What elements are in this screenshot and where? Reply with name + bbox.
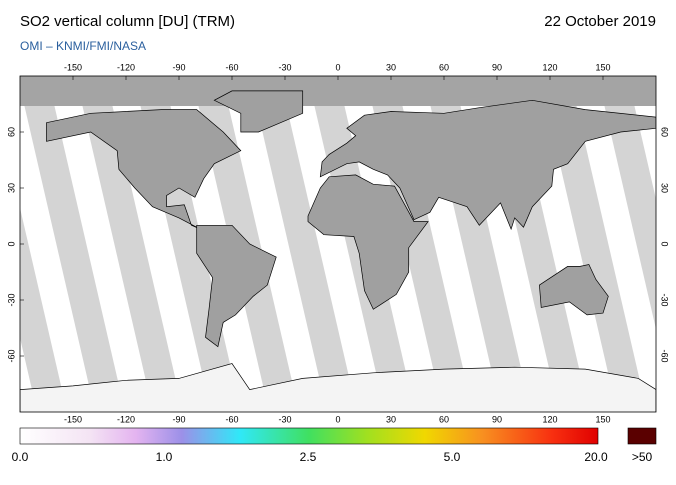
lon-label-bottom: 0 [335,414,340,424]
lat-label-right: -30 [660,293,670,306]
colorbar [19,427,599,445]
lat-label-left: 30 [6,183,16,193]
lon-label-bottom: 90 [492,414,502,424]
lon-label-top: -120 [117,62,135,72]
lon-label-top: 0 [335,62,340,72]
date: 22 October 2019 [544,13,656,30]
lon-label-bottom: 60 [439,414,449,424]
lat-label-right: 30 [660,183,670,193]
lon-label-bottom: 30 [386,414,396,424]
lon-label-top: 90 [492,62,502,72]
lon-label-top: -60 [225,62,238,72]
australia [539,264,609,316]
lat-label-left: 0 [6,241,16,246]
graticule-labels: -150 -150 -120 -120 -90 -90 -60 -60 -30 -30 0 0 30 30… [6,62,669,424]
colorbar-label: 20.0 [584,450,608,464]
greenland [213,90,304,133]
lat-label-left: 60 [6,127,16,137]
colorbar-labels: 0.0 1.0 2.5 5.0 20.0 [12,450,608,464]
south-america [196,224,277,348]
colorbar-overflow [627,427,657,445]
colorbar-label: 1.0 [156,450,173,464]
polar-night [20,76,656,106]
lon-label-bottom: -150 [64,414,82,424]
colorbar-overflow-label: >50 [632,450,653,464]
lat-label-right: -60 [660,349,670,362]
colorbar-label: 2.5 [300,450,317,464]
lon-label-top: 120 [542,62,557,72]
lon-label-top: 30 [386,62,396,72]
lon-label-top: -90 [172,62,185,72]
lon-label-top: 60 [439,62,449,72]
antarctica [20,363,656,412]
colorbar-label: 0.0 [12,450,29,464]
lon-label-bottom: -120 [117,414,135,424]
lon-label-bottom: -30 [278,414,291,424]
map [20,76,656,412]
colorbar-label: 5.0 [444,450,461,464]
africa [307,174,429,310]
source: OMI – KNMI/FMI/NASA [20,39,146,53]
eurasia [319,99,656,231]
lat-label-left: -30 [6,293,16,306]
coastlines [20,90,656,412]
lat-label-left: -60 [6,349,16,362]
lon-label-bottom: 150 [595,414,610,424]
north-america [46,109,242,230]
lat-label-right: 60 [660,127,670,137]
lon-label-bottom: -90 [172,414,185,424]
lon-label-bottom: 120 [542,414,557,424]
lon-label-bottom: -60 [225,414,238,424]
lon-label-top: -150 [64,62,82,72]
lat-label-right: 0 [660,241,670,246]
lon-label-top: 150 [595,62,610,72]
title: SO2 vertical column [DU] (TRM) [20,13,235,30]
lon-label-top: -30 [278,62,291,72]
